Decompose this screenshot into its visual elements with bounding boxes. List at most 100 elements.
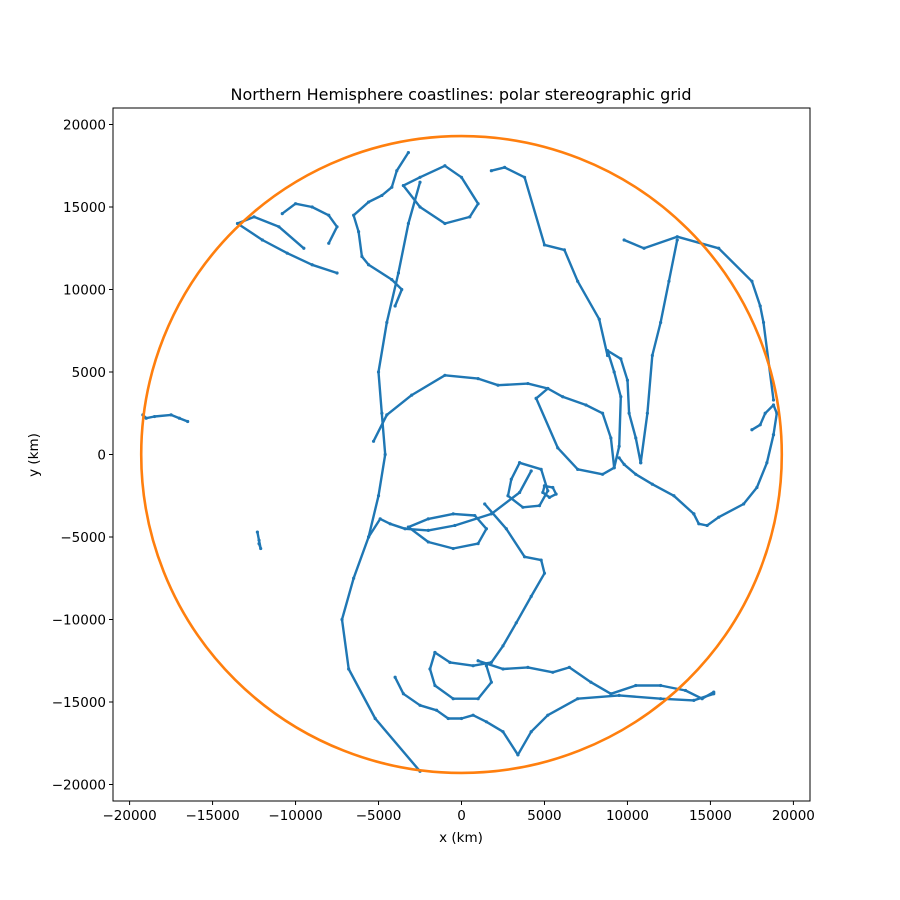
coastline-point	[617, 456, 621, 460]
coastline-point	[293, 202, 298, 206]
coastline-point	[541, 490, 545, 495]
x-tick-label: −10000	[268, 808, 322, 824]
coastline-point	[366, 535, 371, 539]
coastline-point	[584, 403, 588, 407]
coastline-point	[335, 225, 339, 229]
y-tick-label: −20000	[52, 778, 106, 794]
coastline-point	[476, 377, 480, 381]
coastline-caribbean-south-america-coast	[476, 659, 715, 700]
series-layer	[139, 134, 784, 775]
x-tick-label: 0	[457, 808, 466, 824]
coastline-point	[418, 175, 422, 179]
coastline-point	[418, 180, 422, 184]
coastline-point	[280, 212, 284, 216]
coastline-point	[489, 169, 493, 173]
coastline-point	[371, 439, 376, 443]
coastline-point	[426, 517, 430, 521]
coastline-point	[446, 716, 450, 721]
coastline-point	[605, 353, 610, 358]
coastline-point	[410, 393, 414, 397]
coastline-point	[534, 396, 538, 400]
coastline-point	[406, 221, 410, 226]
coastline-east-africa-horn	[750, 403, 778, 436]
coastline-north-america-atlantic-coast	[433, 502, 546, 667]
coastline-point	[400, 287, 404, 292]
coastline-point	[542, 484, 547, 488]
coastline-point	[257, 542, 261, 546]
coastline-point	[366, 200, 371, 204]
coastline-point	[476, 659, 480, 663]
coastline-point	[539, 558, 543, 562]
coastline-point	[393, 304, 397, 308]
y-tick-label: −5000	[60, 530, 106, 546]
coastline-point	[390, 185, 394, 189]
coastline-point	[443, 164, 447, 168]
coastline-siberia-east-asia	[352, 151, 410, 308]
coastline-point	[546, 386, 550, 391]
coastline-point	[186, 419, 190, 424]
coastline-point	[347, 667, 351, 671]
coastline-point	[617, 444, 621, 448]
coastline-point	[542, 571, 547, 575]
coastline-point	[260, 238, 264, 242]
coastline-point	[609, 436, 613, 440]
x-tick-label: 10000	[606, 808, 649, 824]
coastline-point	[489, 660, 493, 665]
coastline-point	[697, 522, 701, 526]
coastline-point	[539, 467, 543, 471]
coastline-point	[435, 708, 439, 712]
y-tick-label: 20000	[63, 118, 106, 134]
coastline-point	[619, 395, 623, 399]
coastline-point	[521, 505, 525, 509]
coastline-point	[503, 165, 507, 169]
coastline-point	[765, 461, 769, 465]
coastline-point	[366, 263, 371, 267]
coastline-point	[763, 411, 767, 415]
coastline-india-arabia	[490, 166, 609, 357]
coastline-point	[612, 370, 616, 374]
coastline-point	[468, 215, 472, 219]
y-tick-label: −10000	[52, 613, 106, 629]
coastline-point	[496, 383, 500, 387]
y-axis-label: y (km)	[26, 433, 42, 477]
coastline-point	[609, 692, 613, 696]
coastline-point	[612, 466, 616, 470]
coastline-point	[252, 215, 256, 219]
coastline-point	[551, 670, 555, 674]
coastline-point	[771, 433, 776, 437]
coastline-point	[634, 436, 638, 440]
coastline-point	[634, 683, 638, 688]
x-axis-label: x (km)	[439, 830, 483, 846]
coastline-point	[471, 713, 475, 717]
coastline-point	[522, 175, 527, 179]
coastline-point	[373, 716, 377, 721]
coastline-point	[388, 522, 392, 526]
coastline-point	[750, 428, 754, 432]
coastline-point	[352, 213, 356, 217]
coastline-point	[335, 271, 339, 275]
chart-title: Northern Hemisphere coastlines: polar st…	[230, 85, 691, 104]
coastline-indonesia-region	[402, 164, 480, 225]
coastline-point	[483, 502, 487, 506]
coastline-point	[476, 542, 480, 546]
coastline-point	[385, 320, 389, 325]
coastline-point	[517, 461, 522, 465]
coastline-point	[406, 150, 410, 155]
coastline-gulf-of-mexico	[428, 651, 493, 700]
coastline-point	[667, 279, 671, 283]
coastline-point	[576, 467, 580, 471]
coastline-point	[484, 527, 488, 531]
coastline-point	[717, 246, 721, 250]
coastline-point	[775, 411, 779, 415]
coastline-point	[501, 644, 505, 648]
coastline-point	[451, 546, 455, 551]
coastline-arctic-canada-alaska-coast	[367, 469, 533, 539]
coastline-point	[576, 697, 580, 701]
coastline-point	[717, 515, 721, 519]
coastline-point	[546, 713, 550, 717]
coastline-point	[403, 527, 407, 531]
x-tick-label: −20000	[102, 808, 156, 824]
coastline-point	[562, 248, 566, 252]
coastline-point	[378, 517, 382, 521]
